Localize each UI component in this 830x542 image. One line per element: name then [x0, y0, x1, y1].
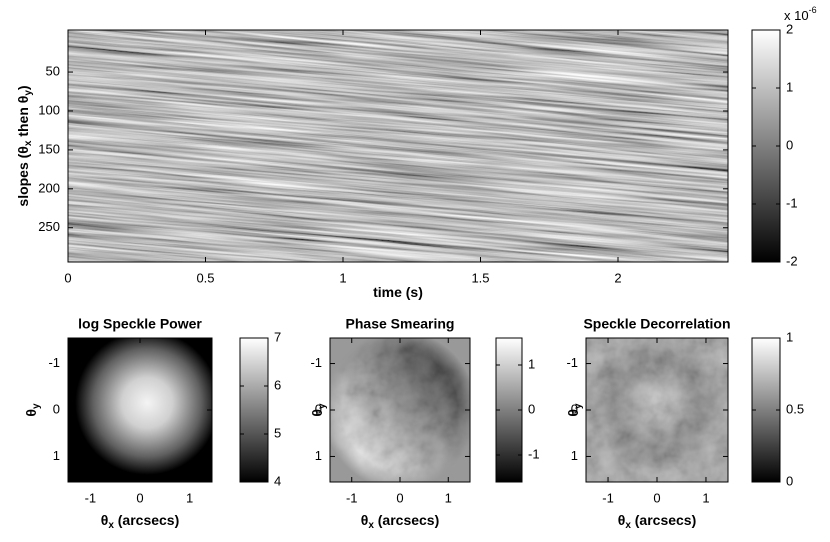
- colorbar-tick-label: 1: [786, 79, 793, 94]
- panel-title: Phase Smearing: [346, 316, 455, 332]
- colorbar-tick-label: -1: [786, 195, 798, 210]
- x-tick-label: -1: [346, 490, 358, 505]
- x-tick-label: 0: [396, 490, 403, 505]
- image-smearing: [330, 338, 470, 482]
- y-tick-label: 0: [571, 401, 578, 416]
- x-axis-label-part: x: [625, 520, 631, 531]
- y-axis-label: slopes (θx then θy): [15, 85, 34, 206]
- y-tick-label: 250: [38, 219, 60, 234]
- x-tick-label: -1: [602, 490, 614, 505]
- y-tick-label: -1: [566, 355, 578, 370]
- y-tick-label: 1: [315, 448, 322, 463]
- exponent-base: x 10: [784, 8, 809, 23]
- y-tick-label: -1: [48, 355, 60, 370]
- x-tick-label: -1: [85, 490, 97, 505]
- y-tick-label: 100: [38, 102, 60, 117]
- y-axis-label-part: then θ: [15, 96, 31, 141]
- y-tick-label: 0: [315, 401, 322, 416]
- colorbar: [495, 337, 523, 483]
- x-axis-label: θx (arcsecs): [101, 512, 180, 531]
- y-axis-label-part: y: [23, 90, 34, 96]
- colorbar-tick-label: 0: [786, 137, 793, 152]
- colorbar-tick-label: 0: [786, 473, 793, 488]
- x-axis-label: θx (arcsecs): [361, 512, 440, 531]
- colorbar-exponent: x 10-6: [784, 5, 817, 23]
- y-tick-label: 1: [53, 448, 60, 463]
- y-tick-label: 150: [38, 141, 60, 156]
- y-axis-label-part: θ: [309, 409, 325, 417]
- x-axis-label-part: x: [108, 520, 114, 531]
- y-axis-label: θy: [565, 403, 584, 417]
- x-tick-label: 0.5: [196, 270, 214, 285]
- y-tick-label: 1: [571, 448, 578, 463]
- panel-title: Speckle Decorrelation: [583, 316, 730, 332]
- panel-title: log Speckle Power: [78, 316, 202, 332]
- y-tick-label: 200: [38, 180, 60, 195]
- x-tick-label: 2: [614, 270, 621, 285]
- x-tick-label: 1: [186, 490, 193, 505]
- colorbar-tick-label: 7: [274, 329, 281, 344]
- x-tick-label: 1.5: [471, 270, 489, 285]
- colorbar-tick-label: -2: [786, 253, 798, 268]
- y-tick-label: 50: [46, 63, 60, 78]
- image-decorrelation: [586, 338, 728, 482]
- x-tick-label: 1: [702, 490, 709, 505]
- colorbar: [751, 337, 781, 483]
- colorbar-tick-label: -1: [528, 446, 540, 461]
- x-tick-label: 0: [136, 490, 143, 505]
- x-axis-label-part: θ: [361, 512, 369, 528]
- x-tick-label: 1: [445, 490, 452, 505]
- y-axis-label-part: x: [23, 140, 34, 146]
- x-axis-label-part: (arcsecs): [631, 512, 696, 528]
- x-tick-label: 0: [653, 490, 660, 505]
- exponent-power: -6: [809, 5, 817, 15]
- colorbar: [239, 337, 269, 483]
- y-axis-label-part: y: [317, 403, 328, 409]
- x-tick-label: 1: [339, 270, 346, 285]
- x-axis-label-part: θ: [618, 512, 626, 528]
- y-tick-label: 0: [53, 401, 60, 416]
- colorbar-tick-label: 2: [786, 21, 793, 36]
- colorbar-tick-label: 4: [274, 473, 281, 488]
- y-axis-label: θy: [23, 403, 42, 417]
- colorbar-tick-label: 1: [528, 356, 535, 371]
- colorbar-tick-label: 0: [528, 401, 535, 416]
- y-axis-label-part: ): [15, 85, 31, 90]
- image-top: [68, 30, 728, 262]
- y-axis-label-part: y: [573, 403, 584, 409]
- y-axis-label-part: slopes (θ: [15, 146, 31, 206]
- colorbar-tick-label: 6: [274, 377, 281, 392]
- x-axis-label: θx (arcsecs): [618, 512, 697, 531]
- y-axis-label-part: y: [31, 403, 42, 409]
- x-axis-label-part: x: [368, 520, 374, 531]
- colorbar-tick-label: 1: [786, 329, 793, 344]
- x-axis-label-part: time (s): [373, 284, 423, 300]
- y-axis-label: θy: [309, 403, 328, 417]
- x-axis-label-part: θ: [101, 512, 109, 528]
- axes-frame: [67, 29, 729, 263]
- x-axis-label: time (s): [373, 284, 423, 300]
- colorbar-tick-label: 5: [274, 425, 281, 440]
- x-axis-label-part: (arcsecs): [114, 512, 179, 528]
- y-axis-label-part: θ: [23, 409, 39, 417]
- colorbar-tick-label: 0.5: [786, 401, 804, 416]
- colorbar: [751, 29, 781, 263]
- x-tick-label: 0: [64, 270, 71, 285]
- image-power: [68, 338, 212, 482]
- y-tick-label: -1: [310, 355, 322, 370]
- x-axis-label-part: (arcsecs): [374, 512, 439, 528]
- y-axis-label-part: θ: [565, 409, 581, 417]
